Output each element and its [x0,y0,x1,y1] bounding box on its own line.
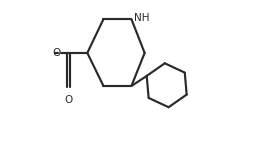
Text: O: O [64,95,72,105]
Text: O: O [52,48,60,58]
Text: NH: NH [134,13,150,23]
